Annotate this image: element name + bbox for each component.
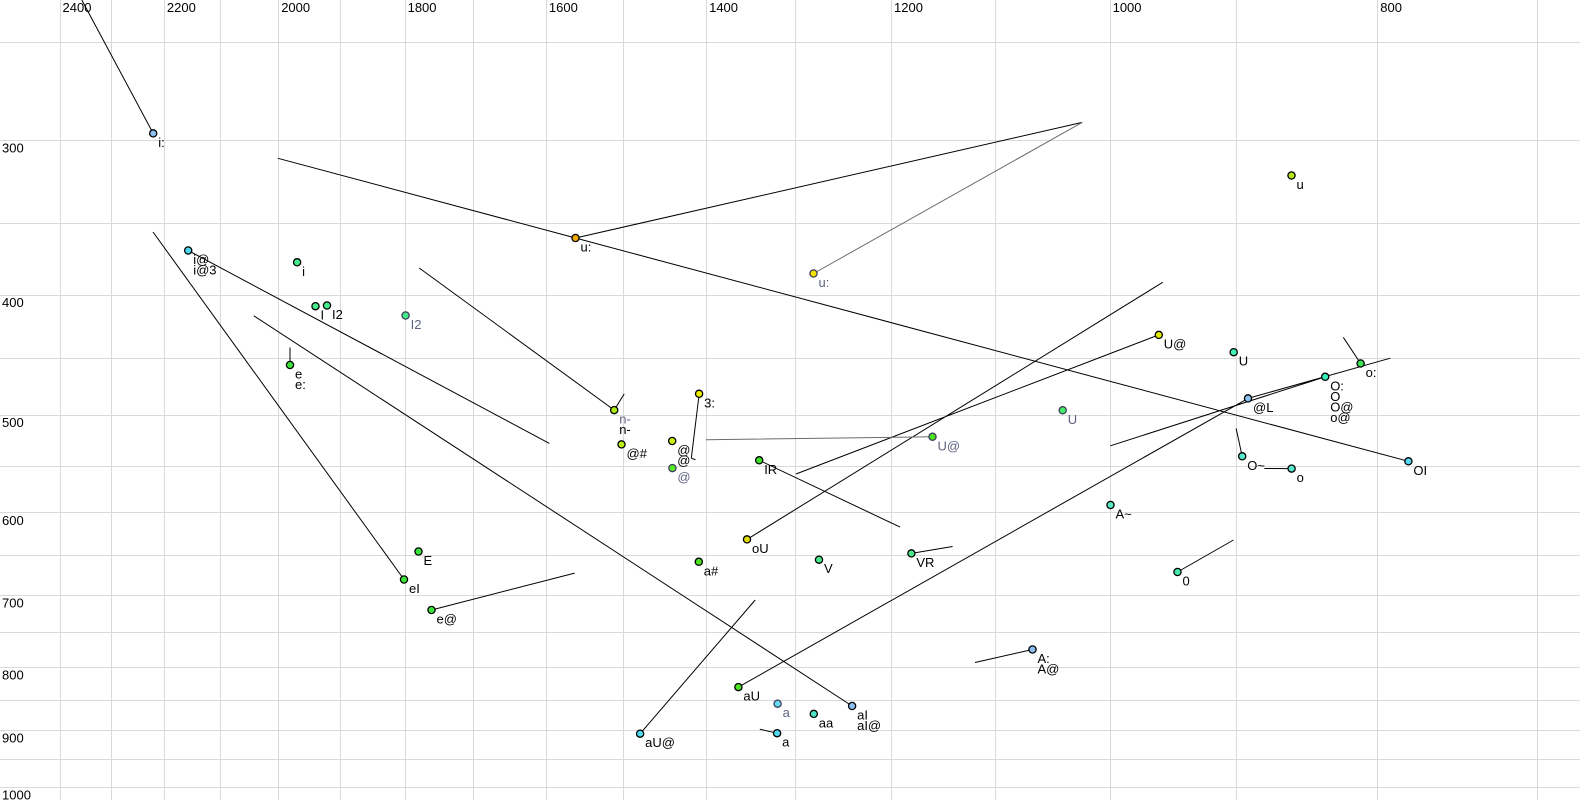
svg-text:eI: eI bbox=[409, 581, 420, 596]
svg-text:aa: aa bbox=[819, 715, 834, 730]
svg-text:I2: I2 bbox=[411, 317, 422, 332]
svg-text:U@: U@ bbox=[938, 438, 961, 453]
svg-text:a: a bbox=[782, 735, 790, 750]
svg-text:I2: I2 bbox=[332, 307, 343, 322]
svg-text:O:: O: bbox=[1330, 378, 1344, 393]
svg-text:a: a bbox=[783, 705, 791, 720]
svg-text:u:: u: bbox=[581, 240, 592, 255]
svg-text:U: U bbox=[1068, 412, 1077, 427]
svg-text:a#: a# bbox=[704, 563, 719, 578]
svg-text:O: O bbox=[1330, 389, 1340, 404]
svg-text:o: o bbox=[1297, 470, 1304, 485]
svg-text:700: 700 bbox=[2, 596, 24, 611]
svg-text:1200: 1200 bbox=[894, 0, 923, 15]
svg-text:VR: VR bbox=[916, 555, 934, 570]
svg-text:1400: 1400 bbox=[709, 0, 738, 15]
svg-text:A@: A@ bbox=[1038, 662, 1060, 677]
svg-text:n-: n- bbox=[619, 412, 631, 427]
svg-text:0: 0 bbox=[1183, 574, 1190, 589]
svg-text:aU: aU bbox=[743, 689, 760, 704]
svg-text:u:: u: bbox=[819, 275, 830, 290]
svg-text:800: 800 bbox=[1380, 0, 1402, 15]
svg-text:@: @ bbox=[677, 443, 690, 458]
svg-text:2000: 2000 bbox=[281, 0, 310, 15]
svg-text:i@3: i@3 bbox=[193, 263, 216, 278]
svg-text:i: i bbox=[302, 264, 305, 279]
svg-text:i:: i: bbox=[158, 135, 165, 150]
svg-text:500: 500 bbox=[2, 415, 24, 430]
svg-text:@: @ bbox=[677, 453, 690, 468]
svg-text:800: 800 bbox=[2, 668, 24, 683]
svg-text:1000: 1000 bbox=[1113, 0, 1142, 15]
svg-text:e@: e@ bbox=[437, 612, 457, 627]
svg-text:IR: IR bbox=[764, 462, 777, 477]
svg-text:E: E bbox=[424, 553, 433, 568]
svg-text:aI@: aI@ bbox=[857, 718, 881, 733]
svg-text:aU@: aU@ bbox=[645, 735, 675, 750]
svg-text:e: e bbox=[295, 367, 302, 382]
svg-text:V: V bbox=[824, 561, 833, 576]
svg-text:1000: 1000 bbox=[2, 787, 31, 800]
svg-text:o@: o@ bbox=[1330, 410, 1350, 425]
svg-text:400: 400 bbox=[2, 295, 24, 310]
svg-text:@: @ bbox=[677, 470, 690, 485]
svg-text:3:: 3: bbox=[704, 395, 715, 410]
svg-text:OI: OI bbox=[1413, 463, 1427, 478]
svg-text:@#: @# bbox=[627, 446, 648, 461]
svg-text:900: 900 bbox=[2, 731, 24, 746]
svg-text:e:: e: bbox=[295, 377, 306, 392]
svg-text:U@: U@ bbox=[1164, 336, 1187, 351]
svg-text:A~: A~ bbox=[1116, 507, 1133, 522]
svg-text:I: I bbox=[321, 308, 325, 323]
svg-text:@L: @L bbox=[1253, 400, 1273, 415]
svg-text:300: 300 bbox=[2, 141, 24, 156]
svg-text:u: u bbox=[1297, 177, 1304, 192]
svg-text:1600: 1600 bbox=[549, 0, 578, 15]
svg-text:U: U bbox=[1239, 354, 1248, 369]
svg-text:n-: n- bbox=[619, 422, 631, 437]
svg-text:A:: A: bbox=[1038, 651, 1050, 666]
svg-text:2200: 2200 bbox=[167, 0, 196, 15]
svg-text:i@: i@ bbox=[193, 252, 209, 267]
svg-text:oU: oU bbox=[752, 541, 769, 556]
svg-text:1800: 1800 bbox=[408, 0, 437, 15]
svg-text:aI: aI bbox=[857, 708, 868, 723]
svg-text:2400: 2400 bbox=[63, 0, 92, 15]
svg-text:600: 600 bbox=[2, 513, 24, 528]
svg-text:o:: o: bbox=[1366, 365, 1377, 380]
svg-text:O@: O@ bbox=[1330, 399, 1353, 414]
svg-text:O~: O~ bbox=[1247, 458, 1265, 473]
